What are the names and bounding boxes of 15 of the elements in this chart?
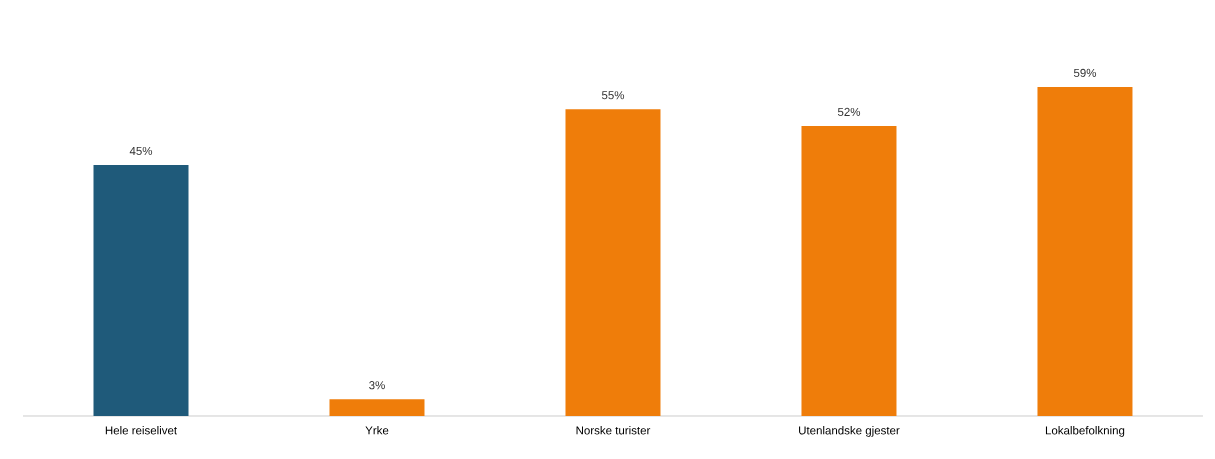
data-label: 52% bbox=[837, 107, 861, 116]
data-label: 55% bbox=[601, 91, 625, 100]
data-label: 45% bbox=[129, 146, 153, 156]
x-tick-label: Hele reiselivet bbox=[105, 426, 177, 435]
x-tick-label: Utenlandske gjester bbox=[799, 426, 900, 437]
bar bbox=[329, 399, 425, 416]
bar bbox=[565, 109, 661, 416]
data-label: 3% bbox=[369, 381, 385, 390]
x-tick-label: Yrke bbox=[365, 426, 389, 435]
data-label: 59% bbox=[1073, 68, 1097, 77]
bar bbox=[801, 126, 897, 416]
bar bbox=[1037, 87, 1133, 416]
x-tick-label: Norske turister bbox=[576, 426, 651, 435]
bar bbox=[93, 165, 189, 416]
x-tick-label: Lokalbefolkning bbox=[1045, 426, 1125, 437]
